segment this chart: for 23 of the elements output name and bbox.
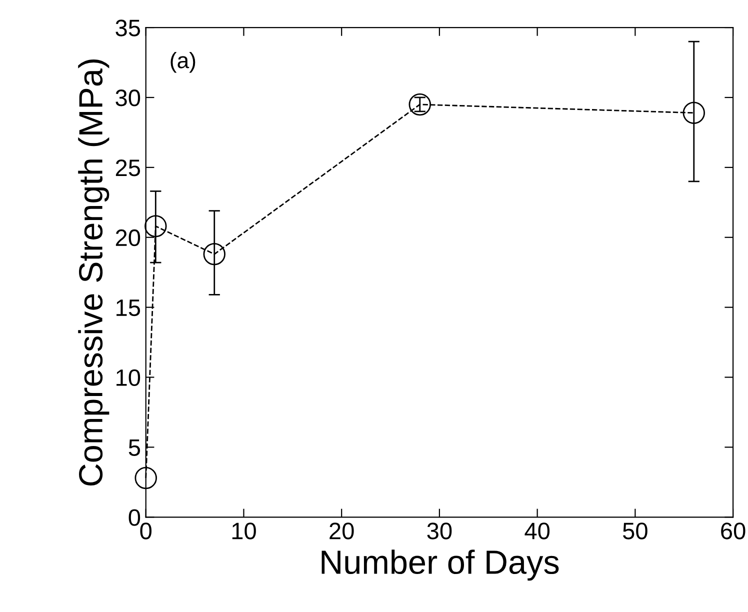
x-tick-label: 50 — [622, 522, 648, 540]
y-tick-label: 30 — [116, 90, 140, 106]
point — [134, 466, 157, 490]
y-tick-label: 10 — [116, 369, 140, 386]
x-tick-label: 40 — [524, 522, 550, 540]
point — [408, 93, 431, 116]
x-tick-label: 10 — [232, 522, 256, 540]
y-tick-label: 25 — [116, 159, 140, 176]
x-tick-label: 0 — [140, 522, 152, 540]
x-tick-label: 60 — [721, 522, 746, 540]
x-axis-title: Number of Days — [322, 550, 559, 581]
y-axis-title: Compressive Strength (MPa) — [78, 60, 110, 486]
x-tick-label: 20 — [330, 522, 354, 540]
y-tick-label: 15 — [116, 300, 140, 316]
y-tick-label: 35 — [116, 20, 140, 36]
x-tick-label: 30 — [427, 522, 452, 540]
point — [144, 215, 167, 238]
annotation: (a) — [170, 52, 196, 73]
y-tick-label: 20 — [116, 229, 140, 246]
y-tick-label: 0 — [128, 509, 140, 526]
point — [682, 102, 706, 124]
point — [203, 243, 226, 266]
y-tick-label: 5 — [128, 440, 140, 456]
